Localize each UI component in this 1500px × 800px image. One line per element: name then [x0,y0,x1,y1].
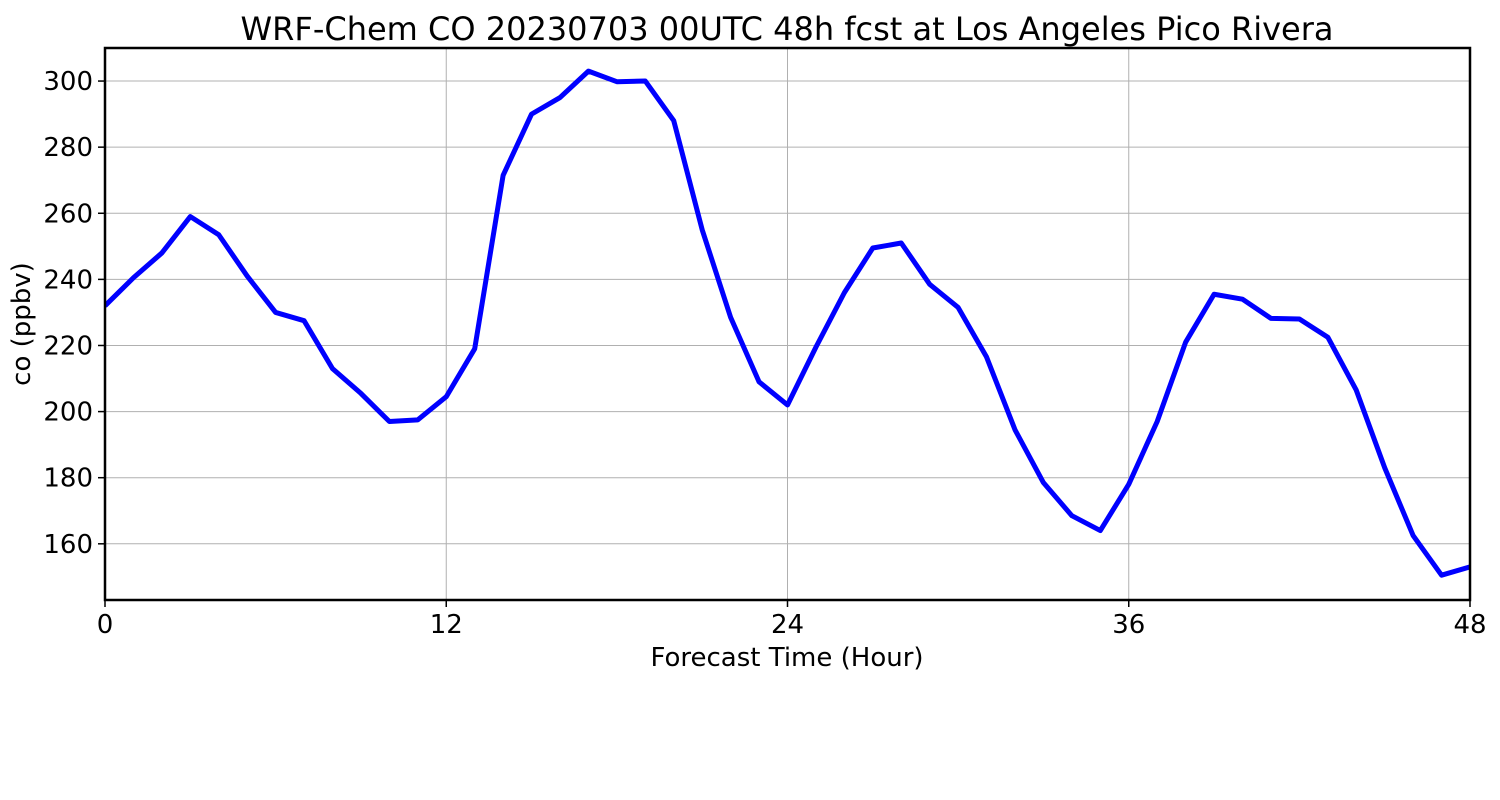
y-tick-label: 180 [43,464,93,494]
y-tick-label: 280 [43,133,93,163]
y-axis-label: co (ppbv) [7,262,37,386]
x-tick-label: 24 [771,610,804,640]
x-tick-label: 12 [430,610,463,640]
y-tick-label: 260 [43,199,93,229]
chart-title: WRF-Chem CO 20230703 00UTC 48h fcst at L… [241,10,1334,48]
axis-ticks: 0 12 24 36 48 160 180 200 220 240 260 280 300 [43,67,1486,640]
y-tick-label: 300 [43,67,93,97]
y-tick-label: 200 [43,398,93,428]
x-tick-label: 0 [97,610,114,640]
grid-lines [104,48,1471,600]
co-series-line [105,68,1470,578]
y-tick-label: 160 [43,530,93,560]
x-tick-label: 36 [1112,610,1145,640]
y-tick-label: 240 [43,265,93,295]
x-tick-label: 48 [1453,610,1486,640]
x-axis-label: Forecast Time (Hour) [650,643,923,673]
y-tick-label: 220 [43,331,93,361]
series-layer [105,68,1470,578]
